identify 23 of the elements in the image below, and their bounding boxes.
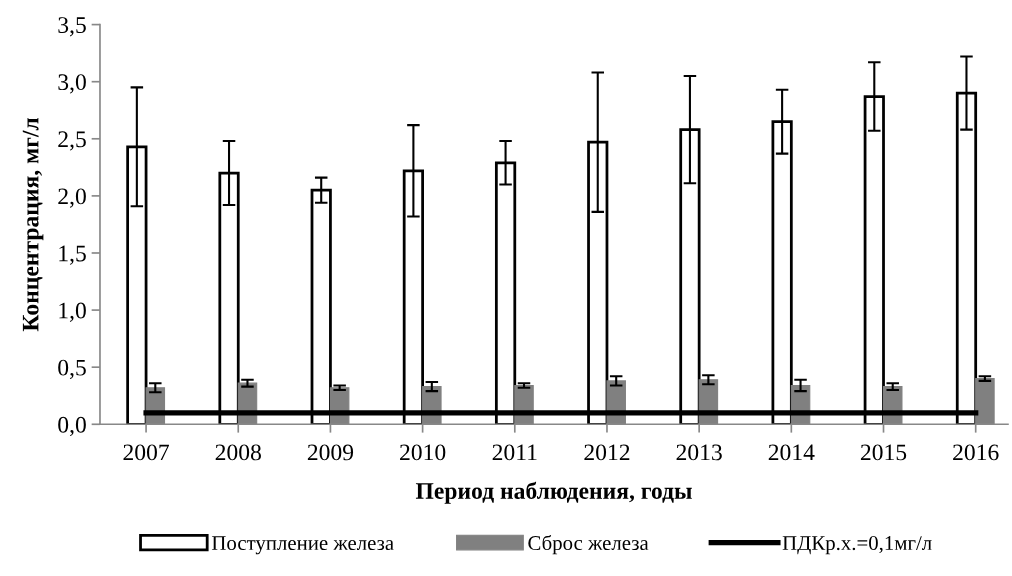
y-tick-label: 0,0 (58, 416, 86, 437)
legend-label: Поступление железа (211, 536, 394, 555)
y-tick-label: 2,0 (58, 188, 86, 208)
legend-label: ПДКр.х.=0,1мг/л (782, 536, 932, 555)
y-tick-label: 1,5 (59, 245, 86, 265)
x-tick-label: 2012 (584, 444, 630, 461)
x-tick-label: 2010 (400, 444, 446, 461)
x-tick-label: 2014 (768, 444, 815, 461)
x-tick-label: 2016 (953, 444, 999, 461)
x-axis-title: Период наблюдения, годы (415, 481, 692, 504)
x-tick-label: 2007 (123, 444, 170, 461)
y-tick-label: 0,5 (58, 359, 86, 380)
legend-label: Сброс железа (528, 534, 649, 555)
x-tick-label: 2009 (307, 444, 354, 461)
y-tick-label: 3,0 (58, 74, 86, 94)
y-tick-label: 2,5 (58, 131, 86, 151)
x-tick-label: 2015 (860, 444, 907, 461)
y-tick-label: 1,0 (59, 302, 86, 322)
x-tick-label: 2008 (215, 444, 261, 461)
x-tick-label: 2011 (492, 444, 537, 461)
y-axis-title: Концентрация, мг/л (22, 117, 44, 332)
x-tick-label: 2013 (676, 444, 722, 461)
y-tick-label: 3,5 (58, 17, 86, 37)
